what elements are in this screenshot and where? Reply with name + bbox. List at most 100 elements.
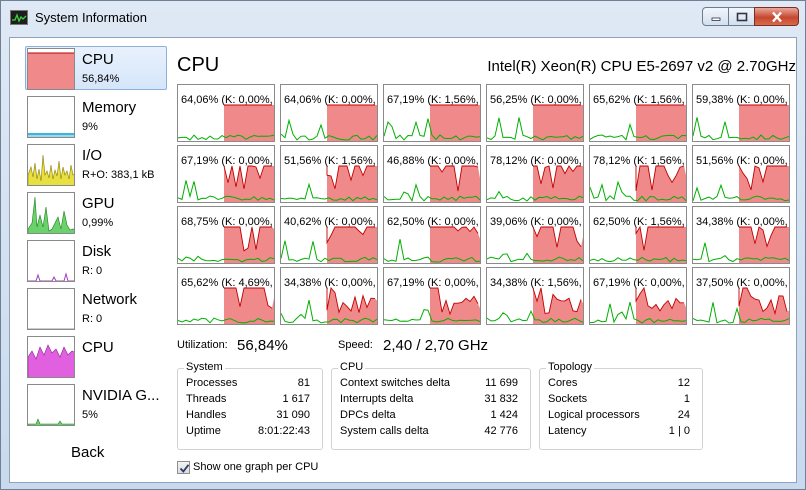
stat-label: Interrupts delta [340, 393, 414, 405]
sidebar-item-label: NVIDIA G... [82, 387, 160, 404]
core-graph: 46,88% (K: 0,00%, ... [383, 145, 481, 203]
core-graph: 51,56% (K: 0,00%, ... [692, 145, 790, 203]
core-graph: 62,50% (K: 0,00%, ... [383, 206, 481, 264]
sidebar-item-label: CPU [82, 339, 114, 356]
core-graph: 67,19% (K: 0,00%, ... [177, 145, 275, 203]
core-graph: 39,06% (K: 0,00%, ... [486, 206, 584, 264]
sidebar-item-value: R: 0 [82, 265, 103, 277]
core-graph-label: 51,56% (K: 1,56%, ... [284, 155, 378, 167]
network-thumbnail-graph [27, 288, 75, 330]
stat-label: Handles [186, 409, 227, 421]
cpu-stat-row: Interrupts delta 31 832 [340, 393, 518, 409]
core-graph: 34,38% (K: 0,00%, ... [280, 267, 378, 325]
stat-label: Logical processors [548, 409, 640, 421]
system-stat-row: Threads 1 617 [186, 393, 310, 409]
maximize-button[interactable] [728, 7, 755, 26]
core-graph: 65,62% (K: 1,56%, ... [589, 84, 687, 142]
core-graph-label: 78,12% (K: 1,56%, ... [593, 155, 687, 167]
stat-value: 31 090 [276, 409, 310, 421]
core-graph-label: 39,06% (K: 0,00%, ... [490, 216, 584, 228]
nvidia-thumbnail-graph [27, 384, 75, 426]
core-graph-label: 64,06% (K: 0,00%, ... [284, 94, 378, 106]
core-graph-label: 46,88% (K: 0,00%, ... [387, 155, 481, 167]
core-graph: 67,19% (K: 0,00%, ... [589, 267, 687, 325]
title-bar[interactable]: System Information [1, 1, 805, 35]
core-graph-label: 56,25% (K: 0,00%, ... [490, 94, 584, 106]
stat-label: Cores [548, 377, 578, 389]
stat-value: 42 776 [484, 425, 518, 437]
system-stat-row: Uptime 8:01:22:43 [186, 425, 310, 441]
core-graph-label: 78,12% (K: 0,00%, ... [490, 155, 584, 167]
memory-thumbnail-graph [27, 96, 75, 138]
stat-value: 24 [677, 409, 690, 421]
core-graph-label: 40,62% (K: 0,00%, ... [284, 216, 378, 228]
core-graph-label: 34,38% (K: 0,00%, ... [284, 277, 378, 289]
minimize-button[interactable] [702, 7, 729, 26]
core-graph-label: 65,62% (K: 1,56%, ... [593, 94, 687, 106]
cpu-model: Intel(R) Xeon(R) CPU E5-2697 v2 @ 2.70GH… [487, 58, 796, 75]
core-graph: 78,12% (K: 1,56%, ... [589, 145, 687, 203]
back-button[interactable]: Back [71, 444, 105, 461]
sidebar-item-cpu2[interactable]: CPU [25, 334, 167, 378]
cpu-stat-row: DPCs delta 1 424 [340, 409, 518, 425]
close-button[interactable] [754, 7, 799, 26]
stat-value: 31 832 [484, 393, 518, 405]
stat-label: Latency [548, 425, 587, 437]
sidebar-item-gpu[interactable]: GPU 0,99% [25, 190, 167, 234]
sidebar-item-value: 56,84% [82, 73, 120, 85]
stat-label: DPCs delta [340, 409, 396, 421]
stat-label: Processes [186, 377, 238, 389]
one-graph-per-cpu-label[interactable]: Show one graph per CPU [193, 461, 319, 473]
sidebar-item-memory[interactable]: Memory 9% [25, 94, 167, 138]
system-stat-row: Handles 31 090 [186, 409, 310, 425]
one-graph-per-cpu-checkbox[interactable] [177, 461, 190, 474]
sidebar-item-network[interactable]: Network R: 0 [25, 286, 167, 330]
window-title: System Information [35, 10, 147, 25]
speed-value: 2,40 / 2,70 GHz [383, 337, 489, 354]
chart-icon [10, 10, 28, 25]
core-graph: 51,56% (K: 1,56%, ... [280, 145, 378, 203]
stat-value: 1 617 [282, 393, 310, 405]
sidebar-item-nvidia[interactable]: NVIDIA G... 5% [25, 382, 167, 426]
disk-thumbnail-graph [27, 240, 75, 282]
core-graph: 56,25% (K: 0,00%, ... [486, 84, 584, 142]
sidebar-item-label: GPU [82, 195, 115, 212]
speed-label: Speed: [338, 339, 373, 351]
system-stat-row: Processes 81 [186, 377, 310, 393]
core-graph-label: 62,50% (K: 1,56%, ... [593, 216, 687, 228]
cpu-stat-row: Context switches delta 11 699 [340, 377, 518, 393]
sidebar-item-label: Disk [82, 243, 112, 260]
minimize-icon [711, 17, 720, 21]
cpu-group: CPU Context switches delta 11 699 Interru… [331, 361, 531, 450]
sidebar-item-label: Network [82, 291, 138, 308]
topology-stat-row: Sockets 1 [548, 393, 690, 409]
core-graph-label: 34,38% (K: 1,56%, ... [490, 277, 584, 289]
stat-value: 11 699 [485, 377, 518, 389]
sidebar-item-cpu[interactable]: CPU 56,84% [25, 46, 167, 90]
utilization-value: 56,84% [237, 337, 288, 354]
page-title: CPU [177, 54, 220, 76]
core-graph: 64,06% (K: 0,00%, ... [177, 84, 275, 142]
sidebar-item-io[interactable]: I/O R+O: 383,1 kB [25, 142, 167, 186]
sidebar-item-label: Memory [82, 99, 137, 116]
core-graph-label: 65,62% (K: 4,69%, ... [181, 277, 275, 289]
core-graph-label: 64,06% (K: 0,00%, ... [181, 94, 275, 106]
stat-value: 12 [677, 377, 690, 389]
gpu-thumbnail-graph [27, 192, 75, 234]
core-graph: 59,38% (K: 0,00%, ... [692, 84, 790, 142]
system-group-title: System [184, 361, 225, 373]
stat-value: 1 | 0 [668, 425, 690, 437]
core-graph: 62,50% (K: 1,56%, ... [589, 206, 687, 264]
cpu2-thumbnail-graph [27, 336, 75, 378]
core-graph-label: 67,19% (K: 0,00%, ... [387, 277, 481, 289]
core-graph: 78,12% (K: 0,00%, ... [486, 145, 584, 203]
stat-value: 1 [683, 393, 690, 405]
maximize-icon [736, 12, 747, 21]
topology-group: Topology Cores 12 Sockets 1 Logical proces… [539, 361, 703, 450]
stat-value: 1 424 [490, 409, 518, 421]
sidebar-item-disk[interactable]: Disk R: 0 [25, 238, 167, 282]
core-graph: 64,06% (K: 0,00%, ... [280, 84, 378, 142]
cpu-stat-row: System calls delta 42 776 [340, 425, 518, 441]
io-thumbnail-graph [27, 144, 75, 186]
topology-stat-row: Logical processors 24 [548, 409, 690, 425]
